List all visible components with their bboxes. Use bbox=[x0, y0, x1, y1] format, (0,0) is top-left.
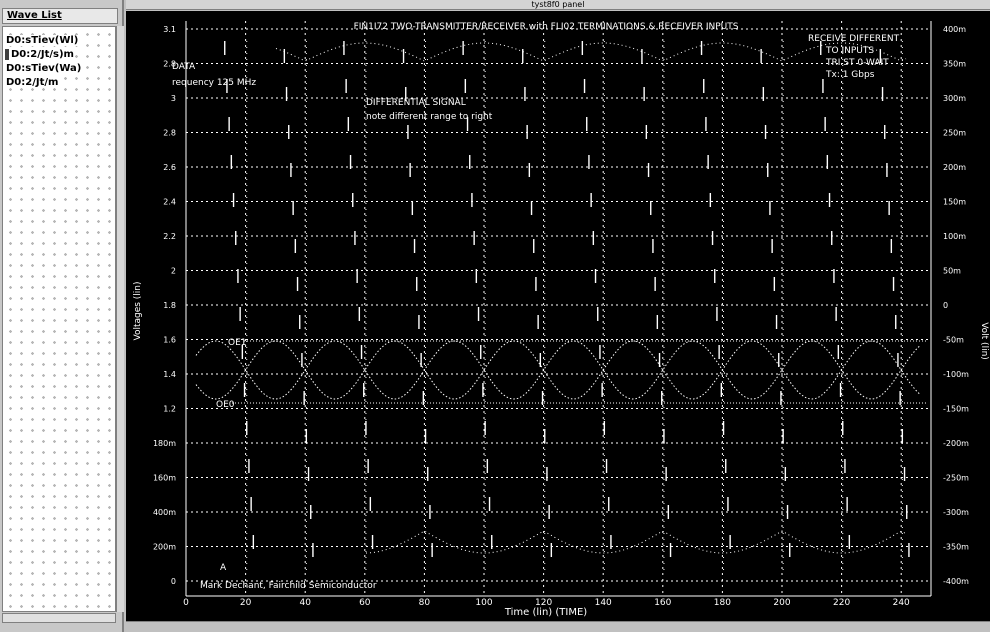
x-tick-label: 80 bbox=[419, 598, 431, 608]
x-tick-label: 140 bbox=[595, 598, 612, 608]
left-tick-label: 1.2 bbox=[163, 405, 176, 414]
x-tick-label: 40 bbox=[299, 598, 311, 608]
left-tick-label: 2.6 bbox=[163, 163, 176, 172]
wave-list[interactable]: D0:sTiev(Wl) D0:2/Jt/s)m D0:sTiev(Wa) D0… bbox=[2, 26, 116, 612]
credit-annotation: Mark Dechant, Fairchild Semiconductor bbox=[200, 581, 377, 591]
left-tick-label: 3.1 bbox=[163, 25, 176, 34]
x-tick-label: 0 bbox=[183, 598, 189, 608]
right-tick-label: -50m bbox=[943, 336, 964, 345]
wave-list-item[interactable]: D0:sTiev(Wl) bbox=[5, 35, 80, 46]
wave-list-item[interactable]: D0:sTiev(Wa) bbox=[5, 63, 83, 74]
left-tick-label: 1.8 bbox=[163, 301, 176, 310]
x-tick-label: 160 bbox=[654, 598, 671, 608]
left-tick-label: 2.8 bbox=[163, 129, 176, 138]
left-tick-label: 160m bbox=[153, 474, 176, 483]
wave-list-item-selected[interactable]: D0:2/Jt/s)m bbox=[5, 49, 75, 60]
wave-list-panel: Wave List D0:sTiev(Wl) D0:2/Jt/s)m D0:sT… bbox=[0, 0, 124, 632]
left-axis-label: Voltages (lin) bbox=[133, 281, 143, 340]
x-tick-label: 220 bbox=[833, 598, 850, 608]
right-tick-label: -350m bbox=[943, 543, 969, 552]
right-tick-label: -100m bbox=[943, 370, 969, 379]
left-tick-label: 0 bbox=[171, 577, 176, 586]
x-tick-label: 180 bbox=[714, 598, 731, 608]
annotation-receive: RECEIVE DIFFERENT bbox=[808, 34, 900, 44]
right-tick-label: 300m bbox=[943, 94, 966, 103]
status-bar bbox=[126, 621, 990, 632]
right-axis-label: Volt (lin) bbox=[979, 322, 989, 360]
right-tick-label: 100m bbox=[943, 232, 966, 241]
wave-list-header: Wave List bbox=[2, 8, 118, 24]
left-tick-label: 2.2 bbox=[163, 232, 176, 241]
right-tick-label: -250m bbox=[943, 474, 969, 483]
wave-list-item[interactable]: D0:2/Jt/m bbox=[5, 77, 60, 88]
grid-lines bbox=[185, 21, 932, 597]
right-tick-label: 350m bbox=[943, 60, 966, 69]
left-tick-label: 2 bbox=[171, 267, 176, 276]
right-tick-label: 400m bbox=[943, 25, 966, 34]
wave-list-vertical-scrollbar[interactable] bbox=[116, 26, 124, 612]
left-tick-label: 2.4 bbox=[163, 198, 176, 207]
x-tick-label: 200 bbox=[773, 598, 790, 608]
waveform-chart[interactable]: 3.1 2.8 3 2.8 2.6 2.4 2.2 2 1.8 1.6 1.4 1.2 180m 160m… bbox=[126, 11, 990, 621]
annotation-frequency: requency 125 MHz bbox=[172, 78, 256, 88]
trace-label-oe0: OE0 bbox=[216, 400, 235, 410]
x-axis-ticks: 0 20 40 60 80 100 120 140 160 180 200 220 240 bbox=[183, 598, 910, 608]
left-tick-label: 400m bbox=[153, 508, 176, 517]
x-tick-label: 240 bbox=[893, 598, 910, 608]
plot-area[interactable]: 3.1 2.8 3 2.8 2.6 2.4 2.2 2 1.8 1.6 1.4 1.2 180m 160m… bbox=[126, 11, 990, 621]
trace-label-oe1: OE1 bbox=[228, 338, 247, 348]
right-tick-label: 200m bbox=[943, 163, 966, 172]
left-tick-label: 3 bbox=[171, 94, 176, 103]
right-tick-label: 0 bbox=[943, 301, 948, 310]
chart-title: FIN1I72 TWO-TRANSMITTER/RECEIVER with FL… bbox=[354, 22, 739, 32]
x-tick-label: 120 bbox=[535, 598, 552, 608]
annotation-data: DATA bbox=[172, 62, 196, 72]
x-tick-label: 60 bbox=[359, 598, 371, 608]
right-tick-label: -150m bbox=[943, 405, 969, 414]
origin-marker: A bbox=[220, 563, 227, 573]
waveform-traces bbox=[195, 41, 926, 571]
right-tick-label: -200m bbox=[943, 439, 969, 448]
left-tick-label: 1.6 bbox=[163, 336, 176, 345]
left-tick-label: 1.4 bbox=[163, 370, 176, 379]
right-tick-label: 50m bbox=[943, 267, 961, 276]
x-axis-label: Time (lin) (TIME) bbox=[504, 607, 587, 618]
left-axis-ticks: 3.1 2.8 3 2.8 2.6 2.4 2.2 2 1.8 1.6 1.4 1.2 180m 160m… bbox=[153, 25, 176, 586]
wave-list-horizontal-scrollbar[interactable] bbox=[2, 613, 116, 623]
wave-list-title: Wave List bbox=[7, 10, 62, 21]
right-tick-label: -400m bbox=[943, 577, 969, 586]
annotation-inputs: TO INPUTS bbox=[825, 46, 874, 56]
annotation-differential: DIFFERENTIAL SIGNAL bbox=[366, 98, 466, 108]
annotation-range-note: note different range to right bbox=[366, 112, 493, 122]
x-tick-label: 100 bbox=[475, 598, 492, 608]
panel-title: tyst8f0 panel bbox=[126, 0, 990, 10]
right-tick-label: -300m bbox=[943, 508, 969, 517]
left-tick-label: 2.8 bbox=[163, 60, 176, 69]
annotation-rate: Tx: 1 Gbps bbox=[825, 70, 875, 80]
left-tick-label: 180m bbox=[153, 439, 176, 448]
right-tick-label: 150m bbox=[943, 198, 966, 207]
right-axis-ticks: 400m 350m 300m 250m 200m 150m 100m 50m 0 -50m -100… bbox=[943, 25, 969, 586]
left-tick-label: 200m bbox=[153, 543, 176, 552]
x-tick-label: 20 bbox=[240, 598, 252, 608]
annotation-tristate: TRI ST 0-WAIT bbox=[825, 58, 889, 68]
right-tick-label: 250m bbox=[943, 129, 966, 138]
